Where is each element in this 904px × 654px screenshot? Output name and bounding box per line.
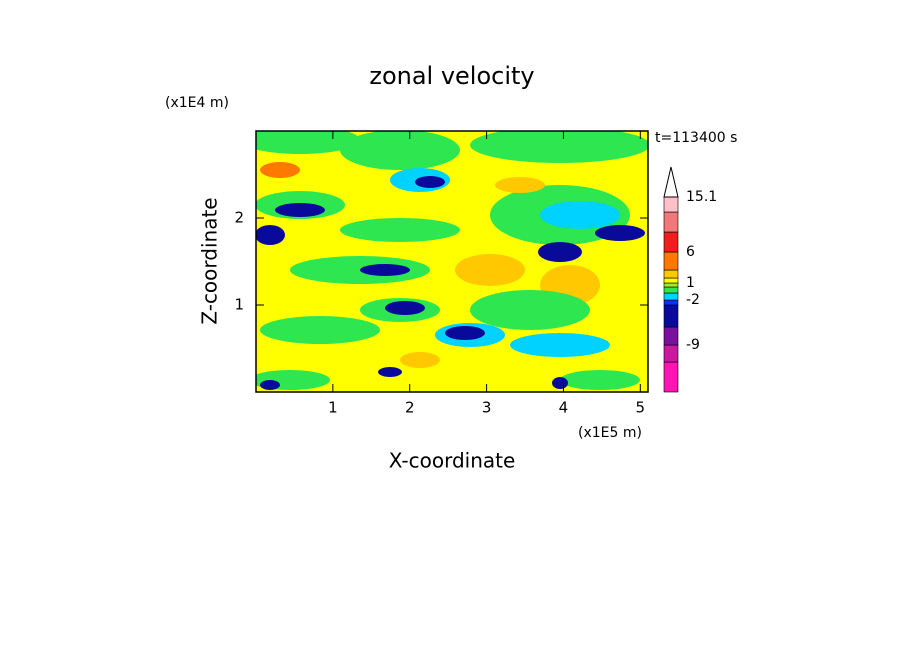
y-tick-label: 1 xyxy=(234,296,244,314)
colorbar-segment xyxy=(663,282,679,288)
colorbar-label: -2 xyxy=(686,292,700,308)
x-axis-label: X-coordinate xyxy=(389,449,516,473)
colorbar-segment xyxy=(663,361,679,393)
chart-title: zonal velocity xyxy=(369,62,534,90)
x-tick-label: 2 xyxy=(405,399,415,417)
colorbar-label: 6 xyxy=(686,244,695,260)
colorbar-segment xyxy=(663,277,679,284)
colorbar: 15.1 6 1-2 -9 xyxy=(663,166,717,393)
colorbar-label: 15.1 xyxy=(686,189,717,205)
time-label: t=113400 s xyxy=(655,130,737,146)
colorbar-label: 1 xyxy=(686,275,695,291)
colorbar-segment xyxy=(663,231,679,253)
y-tick-label: 2 xyxy=(234,209,244,227)
colorbar-segment xyxy=(663,211,679,233)
colorbar-segment xyxy=(663,326,679,346)
colorbar-segment xyxy=(663,196,679,213)
x-unit: (x1E5 m) xyxy=(578,425,642,441)
colorbar-arrow xyxy=(663,166,679,198)
colorbar-segment xyxy=(663,286,679,294)
x-tick-label: 5 xyxy=(636,399,646,417)
colorbar-segment xyxy=(663,304,679,328)
colorbar-segment xyxy=(663,269,679,279)
colorbar-segment xyxy=(663,344,679,363)
y-axis-label: Z-coordinate xyxy=(198,197,222,324)
x-tick-label: 4 xyxy=(559,399,569,417)
y-unit: (x1E4 m) xyxy=(165,95,229,111)
colorbar-segment xyxy=(663,292,679,301)
x-tick-label: 3 xyxy=(482,399,492,417)
colorbar-segment xyxy=(663,251,679,271)
plot-frame xyxy=(255,130,649,393)
contour-field xyxy=(256,131,648,392)
colorbar-segment xyxy=(663,299,679,306)
colorbar-label: -9 xyxy=(686,337,700,353)
x-tick-label: 1 xyxy=(328,399,338,417)
